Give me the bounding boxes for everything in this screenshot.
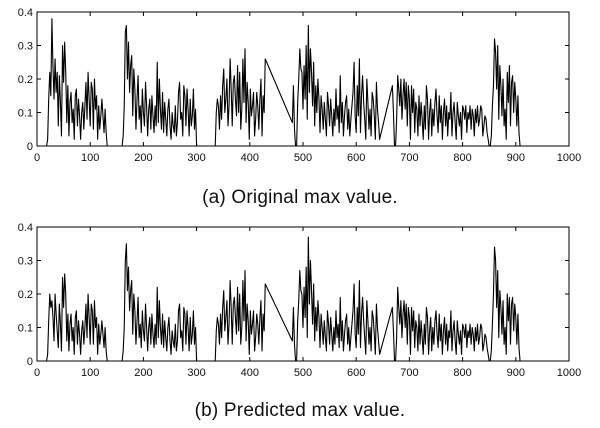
y-tick-label: 0.3 [18, 41, 33, 53]
caption-predicted: (b) Predicted max value. [194, 400, 406, 421]
y-tick-label: 0 [27, 356, 33, 368]
y-tick-label: 0.4 [18, 222, 33, 234]
x-tick-label: 900 [507, 367, 525, 379]
series-line [37, 236, 524, 362]
figure-a: 0 100 200 300 400 500 600 700 800 900 1000 0 0.1 0.2 0… [18, 7, 582, 208]
plot-predicted-max-value: 0 100 200 300 400 500 600 700 800 900 1000 0 0.1 0.2 0… [18, 222, 582, 379]
x-tick-label: 600 [347, 367, 365, 379]
x-tick-label: 400 [241, 152, 259, 164]
y-tick-label: 0.1 [18, 323, 33, 335]
plot-frame [36, 11, 570, 147]
y-tick-label: 0.1 [18, 108, 33, 120]
x-tick-label: 700 [400, 367, 418, 379]
series-line [37, 18, 524, 147]
y-tick-label: 0.4 [18, 7, 33, 19]
x-tick-label: 0 [34, 367, 40, 379]
x-tick-label: 500 [294, 367, 312, 379]
x-tick-label: 400 [241, 367, 259, 379]
x-tick-label: 900 [507, 152, 525, 164]
x-tick-label: 600 [347, 152, 365, 164]
y-tick-label: 0.3 [18, 256, 33, 268]
x-tick-label: 200 [134, 367, 152, 379]
plot-original-max-value: 0 100 200 300 400 500 600 700 800 900 1000 0 0.1 0.2 0… [18, 7, 582, 164]
x-tick-label: 200 [134, 152, 152, 164]
x-tick-label: 100 [81, 152, 99, 164]
x-tick-label: 300 [187, 152, 205, 164]
x-tick-label: 1000 [557, 367, 581, 379]
x-tick-label: 100 [81, 367, 99, 379]
plot-frame [36, 226, 570, 362]
x-tick-label: 300 [187, 367, 205, 379]
y-tick-label: 0.2 [18, 289, 33, 301]
x-tick-label: 0 [34, 152, 40, 164]
caption-original: (a) Original max value. [202, 187, 398, 208]
x-tick-label: 500 [294, 152, 312, 164]
x-tick-label: 1000 [557, 152, 581, 164]
x-tick-label: 800 [453, 152, 471, 164]
y-tick-label: 0.2 [18, 74, 33, 86]
x-tick-label: 700 [400, 152, 418, 164]
figure-b: 0 100 200 300 400 500 600 700 800 900 1000 0 0.1 0.2 0… [0, 215, 600, 428]
x-tick-label: 800 [453, 367, 471, 379]
y-tick-label: 0 [27, 141, 33, 153]
